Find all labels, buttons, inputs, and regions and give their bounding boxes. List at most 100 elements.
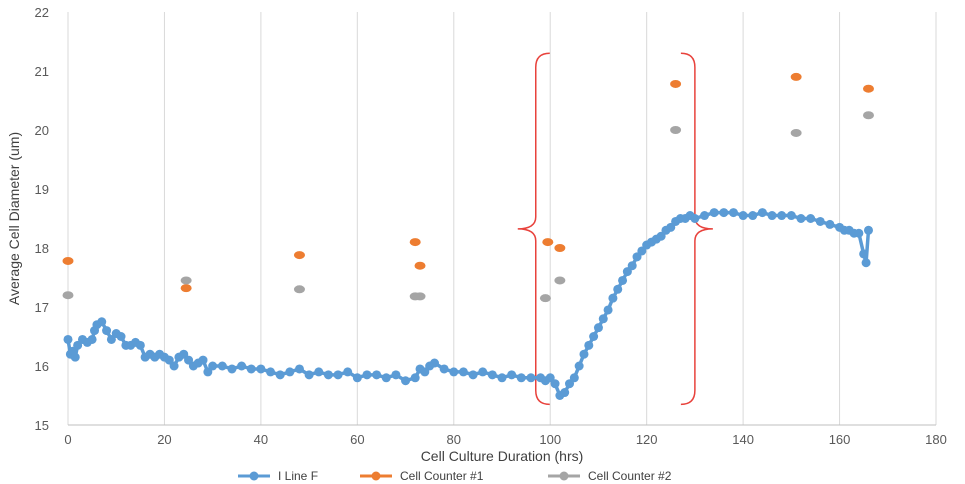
series-cell-counter-2 (62, 111, 874, 303)
legend-swatch-marker (559, 471, 569, 481)
data-point (790, 72, 802, 81)
data-point (487, 370, 497, 380)
legend-label: Cell Counter #2 (588, 469, 672, 483)
data-point (304, 370, 314, 380)
data-point (414, 261, 426, 270)
data-point (608, 293, 618, 303)
data-point (180, 276, 192, 285)
data-point (603, 305, 613, 315)
data-point (414, 292, 426, 301)
x-tick-label: 100 (539, 432, 561, 447)
data-point (410, 373, 420, 383)
y-tick-label: 17 (35, 300, 49, 315)
x-tick-label: 20 (157, 432, 171, 447)
data-point (449, 367, 459, 377)
data-point (719, 208, 729, 218)
data-point (516, 373, 526, 383)
data-point (613, 284, 623, 294)
data-point (391, 370, 401, 380)
data-point (554, 244, 566, 252)
legend-swatch-marker (371, 471, 381, 481)
data-point (709, 208, 719, 218)
data-point (468, 370, 478, 380)
data-point (372, 370, 382, 380)
data-point (439, 364, 449, 374)
data-point (806, 214, 816, 223)
data-point (526, 373, 536, 383)
data-point (728, 208, 738, 218)
data-point (87, 334, 97, 344)
data-point (569, 373, 579, 383)
data-point (70, 352, 80, 362)
data-point (409, 238, 421, 247)
data-point (381, 373, 391, 383)
y-tick-label: 15 (35, 418, 49, 433)
data-point (854, 228, 864, 238)
legend: I Line F Cell Counter #1 Cell Counter #2 (238, 469, 672, 483)
data-point (796, 214, 806, 223)
data-point (539, 294, 551, 303)
x-tick-label: 180 (925, 432, 947, 447)
data-point (293, 285, 305, 294)
data-point (738, 211, 748, 221)
y-tick-label: 16 (35, 359, 49, 374)
data-point (554, 276, 566, 285)
data-point (458, 367, 468, 377)
data-point (859, 249, 869, 259)
x-tick-label: 160 (829, 432, 851, 447)
data-point (256, 364, 266, 374)
data-point (208, 361, 218, 371)
data-point (401, 376, 411, 386)
data-point (598, 314, 608, 324)
series-cell-counter-1 (62, 72, 874, 293)
legend-swatch-marker (249, 471, 259, 481)
data-point (863, 225, 873, 235)
data-point (767, 211, 777, 221)
data-point (180, 284, 192, 293)
data-point (618, 275, 628, 285)
data-point (786, 211, 796, 221)
data-point (275, 370, 285, 380)
x-tick-label: 0 (64, 432, 71, 447)
bracket-close-annotation (680, 52, 713, 406)
y-tick-label: 21 (35, 64, 49, 79)
series-i-line-f (63, 208, 873, 400)
data-point (135, 340, 145, 350)
data-point (97, 317, 107, 327)
data-point (343, 367, 353, 377)
data-point (574, 361, 584, 371)
data-point (790, 128, 802, 137)
data-point (584, 340, 594, 350)
data-point (560, 388, 570, 398)
data-point (670, 126, 682, 134)
data-point (579, 349, 589, 359)
y-tick-label: 22 (35, 5, 49, 20)
data-point (550, 379, 560, 389)
series-line (66, 210, 871, 398)
data-point (314, 367, 324, 377)
data-point (589, 332, 599, 341)
bracket-open-annotation (517, 52, 550, 406)
data-point (690, 214, 700, 223)
data-point (352, 373, 362, 383)
data-point (246, 364, 256, 374)
data-point (237, 361, 247, 371)
y-tick-label: 20 (35, 123, 49, 138)
data-point (102, 326, 112, 336)
data-point (62, 256, 74, 265)
data-point (116, 332, 126, 341)
grid-lines (67, 12, 937, 425)
data-point (862, 84, 874, 93)
data-point (198, 355, 208, 365)
data-point (593, 323, 603, 333)
y-tick-label: 19 (35, 182, 49, 197)
data-series (62, 72, 874, 400)
data-point (333, 370, 343, 380)
data-point (169, 361, 179, 371)
data-point (700, 211, 710, 221)
data-point (323, 370, 333, 380)
x-tick-label: 40 (254, 432, 268, 447)
y-axis-title: Average Cell Diameter (um) (6, 132, 22, 305)
x-tick-label: 120 (636, 432, 658, 447)
